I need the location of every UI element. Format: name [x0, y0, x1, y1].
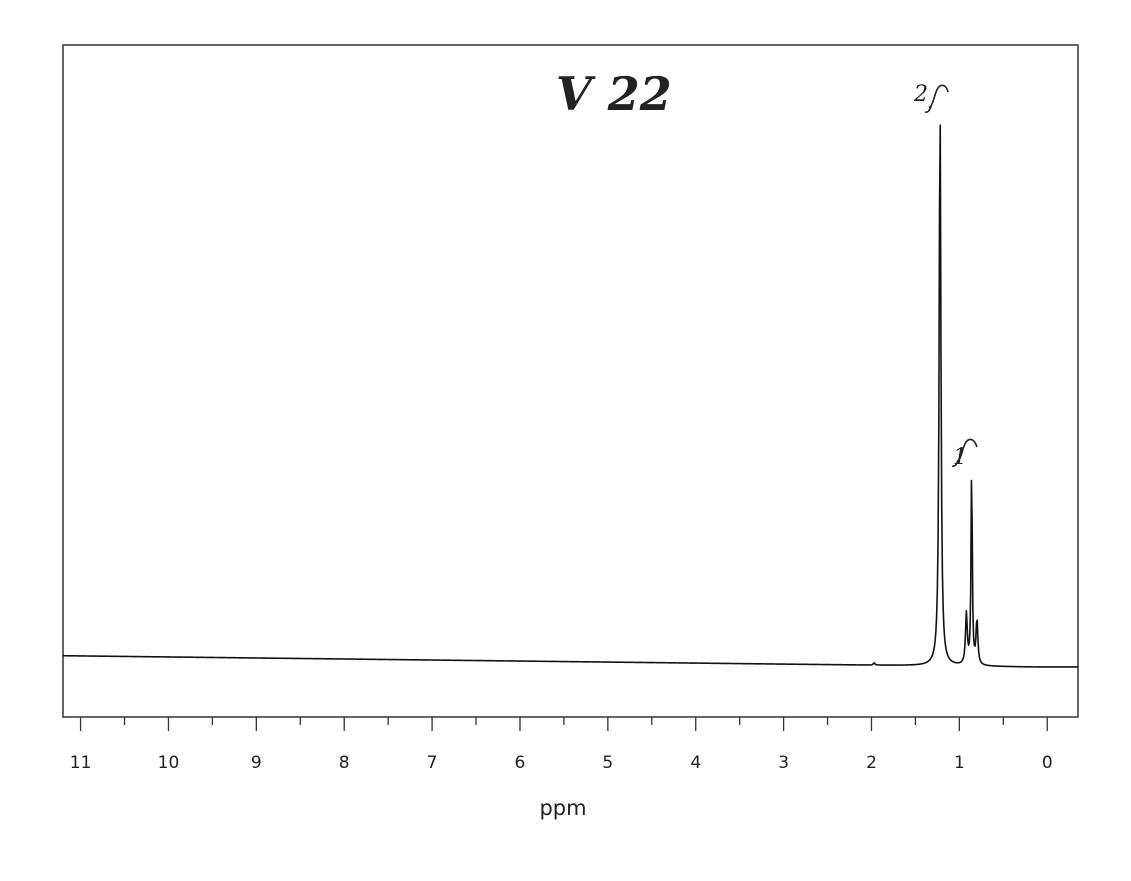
handwritten-sample-label: V 22	[556, 67, 672, 121]
integral-value-2: 2	[913, 82, 928, 107]
tick-label-6: 6	[515, 753, 526, 773]
tick-label-7: 7	[427, 753, 438, 773]
tick-label-8: 8	[339, 753, 350, 773]
integral-symbol-icon	[924, 84, 949, 113]
tick-label-11: 11	[70, 753, 92, 773]
tick-label-1: 1	[954, 753, 965, 773]
tick-label-2: 2	[866, 753, 877, 773]
integral-mark-2: 2	[913, 82, 949, 113]
tick-label-3: 3	[778, 753, 789, 773]
tick-label-4: 4	[690, 753, 701, 773]
integral-symbol-icon	[951, 438, 978, 467]
plot-frame	[62, 44, 1079, 718]
tick-label-5: 5	[602, 753, 613, 773]
spectrum-trace	[62, 124, 1079, 668]
x-axis-tick-labels: 11 10 9 8 7 6 5 4 3 2 1 0	[70, 753, 1053, 773]
sample-label-text: V 22	[556, 67, 672, 121]
tick-label-10: 10	[158, 753, 180, 773]
tick-label-0: 0	[1042, 753, 1053, 773]
x-axis-ticks	[79, 717, 1048, 731]
x-axis-title: ppm	[539, 796, 586, 820]
integral-mark-1: 1	[951, 438, 978, 470]
tick-label-9: 9	[251, 753, 262, 773]
